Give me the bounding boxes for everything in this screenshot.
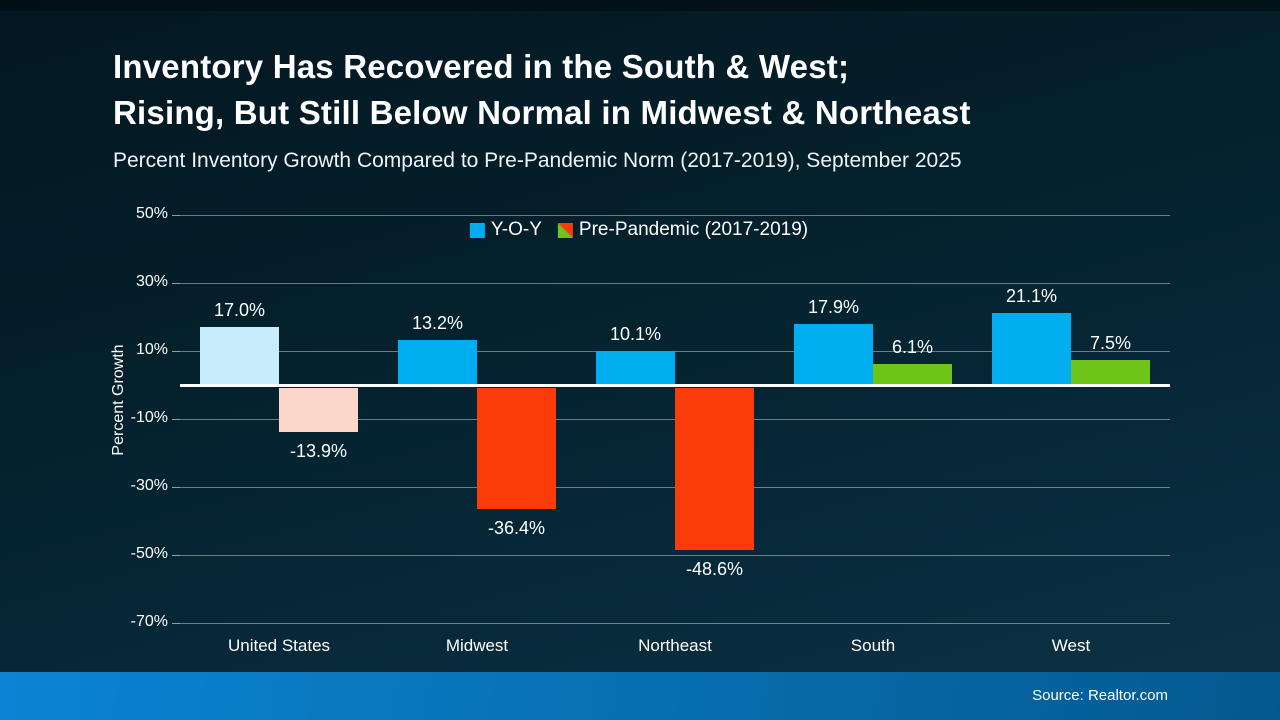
x-axis-label-northeast: Northeast	[638, 636, 712, 655]
y-tick-label: 10%	[135, 341, 168, 358]
bar-yoy-midwest	[398, 340, 477, 385]
gridline-30%	[180, 283, 1170, 284]
legend-item-pre-pandemic-2017-2019-: Pre-Pandemic (2017-2019)	[557, 219, 809, 241]
value-label-prepandemic-south: 6.1%	[891, 337, 934, 358]
y-axis-title: Percent Growth	[110, 344, 127, 456]
y-tick-label: -50%	[130, 545, 168, 562]
y-tick-label: 50%	[135, 205, 168, 222]
footer-bar: Source: Realtor.com	[0, 672, 1280, 720]
bar-prepandemic-south	[873, 364, 952, 385]
value-label-yoy-midwest: 13.2%	[411, 313, 464, 334]
bar-prepandemic-midwest	[477, 388, 556, 509]
y-tick-mark	[172, 555, 180, 556]
value-label-yoy-south: 17.9%	[807, 297, 860, 318]
chart-title: Inventory Has Recovered in the South & W…	[113, 44, 971, 136]
legend-label: Y-O-Y	[490, 219, 542, 240]
gridline--50%	[180, 555, 1170, 556]
value-label-yoy-west: 21.1%	[1005, 286, 1058, 307]
bar-chart-plot-area: Y-O-Y Pre-Pandemic (2017-2019) 50% 30% 10% -…	[131, 205, 1170, 655]
chart-legend: Y-O-Y Pre-Pandemic (2017-2019)	[469, 219, 809, 241]
gridline--70%	[180, 623, 1170, 624]
y-tick-label: -70%	[130, 613, 168, 630]
value-label-prepandemic-west: 7.5%	[1089, 332, 1132, 353]
x-axis-label-west: West	[1051, 636, 1091, 655]
y-tick-label: 30%	[135, 273, 168, 290]
x-axis-label-midwest: Midwest	[445, 636, 509, 655]
y-tick-label: -30%	[130, 477, 168, 494]
bar-yoy-south	[794, 324, 873, 385]
chart-title-line1: Inventory Has Recovered in the South & W…	[113, 48, 850, 85]
legend-swatch-split-icon	[557, 222, 573, 238]
top-strip	[0, 0, 1280, 11]
value-label-prepandemic-northeast: -48.6%	[685, 559, 744, 580]
bar-yoy-northeast	[596, 350, 675, 385]
zero-axis-line	[180, 384, 1170, 387]
value-label-yoy-united-states: 17.0%	[213, 300, 266, 321]
value-label-prepandemic-midwest: -36.4%	[487, 517, 546, 538]
y-tick-mark	[172, 487, 180, 488]
value-label-yoy-northeast: 10.1%	[609, 323, 662, 344]
bar-prepandemic-united-states	[279, 388, 358, 433]
legend-label: Pre-Pandemic (2017-2019)	[578, 219, 809, 240]
y-tick-mark	[172, 623, 180, 624]
x-axis-label-south: South	[850, 636, 896, 655]
value-label-prepandemic-united-states: -13.9%	[289, 441, 348, 462]
x-axis-label-united-states: United States	[227, 636, 331, 655]
y-tick-mark	[172, 351, 180, 352]
chart-title-line2: Rising, But Still Below Normal in Midwes…	[113, 94, 971, 131]
gridline-50%	[180, 215, 1170, 216]
y-tick-mark	[172, 283, 180, 284]
chart-subtitle: Percent Inventory Growth Compared to Pre…	[113, 149, 962, 172]
bar-yoy-west	[992, 313, 1071, 385]
bar-yoy-united-states	[200, 327, 279, 385]
y-tick-mark	[172, 215, 180, 216]
gridline-10%	[180, 351, 1170, 352]
bar-prepandemic-northeast	[675, 388, 754, 551]
chart-header: Inventory Has Recovered in the South & W…	[113, 44, 971, 173]
legend-item-y-o-y: Y-O-Y	[469, 219, 542, 241]
legend-swatch-solid-icon	[469, 222, 485, 238]
source-text: Source: Realtor.com	[1032, 687, 1168, 704]
y-tick-label: -10%	[130, 409, 168, 426]
y-tick-mark	[172, 419, 180, 420]
bar-prepandemic-west	[1071, 359, 1150, 385]
